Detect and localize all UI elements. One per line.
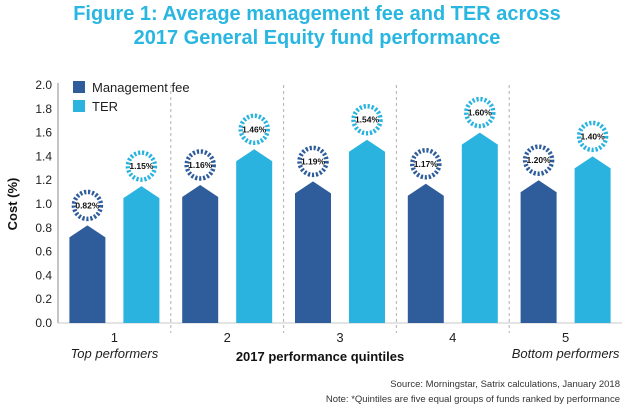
y-tick-label: 1.6 (35, 126, 52, 140)
data-label-bg (469, 101, 491, 124)
data-label: 1.19% (301, 156, 326, 166)
y-tick-label: 0.4 (35, 268, 52, 282)
x-tick-label: 3 (336, 330, 343, 345)
chart-title: Figure 1: Average management fee and TER… (0, 2, 634, 50)
bar-management-fee (520, 180, 557, 323)
legend-swatch-ter (73, 100, 85, 112)
data-label-bg (189, 154, 211, 176)
data-label-ring (410, 148, 442, 180)
data-label: 1.16% (188, 160, 213, 170)
data-label-ring (297, 145, 329, 178)
y-tick-label: 2.0 (35, 78, 52, 92)
data-label: 1.20% (527, 155, 552, 165)
data-label-ring (351, 103, 383, 136)
data-label-ring (238, 113, 270, 146)
x-tick-label: 1 (111, 330, 118, 345)
source-note: Source: Morningstar, Satrix calculations… (390, 379, 620, 390)
data-label-ring (464, 96, 496, 129)
y-tick-label: 1.4 (35, 149, 52, 163)
data-label: 1.46% (242, 124, 267, 134)
x-tick-label: 2 (224, 330, 231, 345)
footnote: Note: *Quintiles are five equal groups o… (325, 394, 620, 405)
legend-swatch-management-fee (73, 81, 85, 93)
y-tick-label: 1.8 (35, 102, 52, 116)
data-label: 0.82% (75, 200, 100, 210)
data-label-bg (76, 194, 99, 217)
bar-ter (574, 156, 611, 323)
y-tick-label: 1.0 (35, 197, 52, 211)
y-tick-label: 1.2 (35, 173, 52, 187)
bar-ter (123, 186, 160, 323)
data-label-ring (184, 149, 216, 181)
data-label: 1.54% (355, 115, 380, 125)
y-tick-label: 0.6 (35, 245, 52, 259)
data-label-bg (527, 149, 550, 171)
data-label: 1.40% (581, 131, 606, 141)
y-tick-label: 0.2 (35, 292, 52, 306)
data-label-bg (356, 108, 378, 131)
chart-title-line-2: 2017 General Equity fund performance (133, 27, 501, 49)
data-label-bg (243, 118, 265, 141)
data-label: 1.15% (129, 161, 154, 171)
x-tick-label: 5 (562, 330, 569, 345)
bar-management-fee (407, 183, 444, 323)
bar-ter (461, 132, 498, 323)
bar-management-fee (295, 181, 331, 323)
x-tick-sublabel: Top performers (71, 346, 159, 361)
data-label-bg (581, 125, 604, 148)
bar-ter (349, 139, 385, 323)
data-label-ring (125, 150, 158, 182)
y-axis-label: Cost (%) (5, 178, 20, 231)
chart-title-line-1: Figure 1: Average management fee and TER… (73, 3, 561, 25)
data-label: 1.60% (468, 108, 493, 118)
x-axis-label: 2017 performance quintiles (236, 349, 404, 364)
bar-management-fee (182, 184, 219, 323)
data-label-ring (71, 189, 104, 222)
bar-ter (236, 149, 273, 323)
y-tick-label: 0.0 (35, 316, 52, 330)
data-label-bg (302, 150, 324, 173)
y-tick-label: 0.8 (35, 221, 52, 235)
legend-label-ter: TER (92, 99, 118, 114)
legend-label-management-fee: Management fee (92, 80, 190, 95)
x-tick-sublabel: Bottom performers (512, 346, 620, 361)
data-label-bg (130, 155, 153, 177)
data-label-bg (415, 152, 437, 175)
x-tick-label: 4 (449, 330, 456, 345)
data-label-ring (522, 144, 555, 176)
data-label-ring (576, 120, 609, 153)
data-label: 1.17% (414, 159, 439, 169)
bar-management-fee (69, 225, 106, 323)
